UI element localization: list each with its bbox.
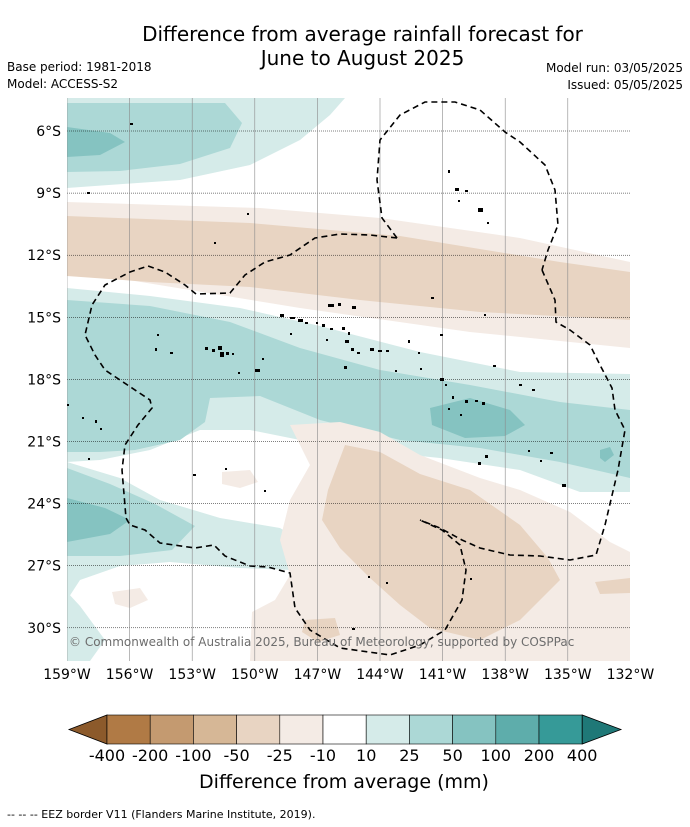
- eez-borders: [84, 101, 626, 656]
- longitude-label: 144°W: [356, 667, 404, 683]
- colorbar-segment: [236, 714, 281, 745]
- latitude-label: 21°S: [27, 435, 61, 451]
- dry-patch-south: [302, 618, 340, 642]
- model-name: Model: ACCESS-S2: [7, 77, 119, 91]
- eez-footnote: -- -- -- EEZ border V11 (Flanders Marine…: [7, 808, 316, 821]
- latitude-label: 24°S: [27, 497, 61, 513]
- map-title: Difference from average rainfall forecas…: [0, 22, 690, 70]
- title-line-2: June to August 2025: [260, 46, 465, 70]
- colorbar-tick-label: -50: [224, 746, 250, 765]
- map-area: © Commonwealth of Australia 2025, Bureau…: [67, 98, 630, 661]
- wet-region-north-inner: [67, 103, 242, 172]
- colorbar-labels: -400 -200 -100 -50 -25 -10 10 25 50 100 200 400: [89, 746, 598, 765]
- copyright-notice: © Commonwealth of Australia 2025, Bureau…: [69, 635, 574, 649]
- colorbar-segment: [495, 714, 540, 745]
- title-line-1: Difference from average rainfall forecas…: [142, 22, 583, 46]
- colorbar-segment: [409, 714, 453, 745]
- colorbar-segment: [365, 714, 410, 745]
- meta-left: Base period: 1981-2018 Model: ACCESS-S2: [7, 59, 152, 93]
- colorbar-tick-label: -10: [310, 746, 336, 765]
- colorbar-segment: [106, 714, 151, 745]
- issued-date: Issued: 05/05/2025: [567, 78, 683, 92]
- colorbar-segment: [279, 714, 324, 745]
- colorbar-segment: [538, 714, 583, 745]
- dry-patch-east: [595, 578, 630, 594]
- latitude-label: 12°S: [27, 248, 61, 264]
- latitude-label: 18°S: [27, 372, 61, 388]
- colorbar-segment: [452, 714, 497, 745]
- rainfall-map: © Commonwealth of Australia 2025, Bureau…: [27, 98, 654, 793]
- latitude-label: 15°S: [27, 310, 61, 326]
- longitude-label: 147°W: [294, 667, 342, 683]
- colorbar-tick-label: 25: [399, 746, 419, 765]
- wet-region-north-core: [67, 127, 125, 157]
- colorbar-segment: [322, 714, 367, 745]
- eez-border-kiribati: [376, 101, 559, 271]
- longitude-label: 138°W: [481, 667, 529, 683]
- colorbar-tick-label: -200: [132, 746, 168, 765]
- wet-region-central-core: [430, 398, 525, 438]
- colorbar-tick-label: 400: [567, 746, 598, 765]
- longitude-label: 135°W: [544, 667, 592, 683]
- colorbar-tick-label: -25: [267, 746, 293, 765]
- wet-region-southwest-core: [67, 498, 130, 542]
- islands: [67, 123, 566, 630]
- latitude-label: 30°S: [27, 621, 61, 637]
- dry-patch-southwest: [112, 588, 148, 608]
- graticule: [67, 98, 630, 661]
- colorbar-title: Difference from average (mm): [199, 771, 489, 793]
- longitude-label: 156°W: [106, 667, 154, 683]
- colorbar-tick-label: 50: [442, 746, 462, 765]
- colorbar-tick-label: 10: [356, 746, 376, 765]
- model-run: Model run: 03/05/2025: [545, 61, 683, 75]
- colorbar: [67, 714, 623, 745]
- colorbar-tick-label: -400: [89, 746, 125, 765]
- wet-region-southwest-corner: [67, 592, 105, 661]
- latitude-label: 6°S: [36, 124, 61, 140]
- colorbar-segment: [149, 714, 194, 745]
- colorbar-extend-high: [581, 714, 623, 745]
- longitude-label: 159°W: [43, 667, 91, 683]
- meta-right: Model run: 03/05/2025 Issued: 05/05/2025: [546, 60, 683, 94]
- longitude-label: 150°W: [231, 667, 279, 683]
- dry-region-north-inner: [67, 216, 630, 320]
- colorbar-tick-label: 200: [524, 746, 555, 765]
- longitude-label: 132°W: [607, 667, 655, 683]
- colorbar-tick-label: 100: [481, 746, 512, 765]
- latitude-label: 27°S: [27, 559, 61, 575]
- colorbar-extend-low: [67, 714, 108, 745]
- latitude-labels: 6°S 9°S 12°S 15°S 18°S 21°S 24°S 27°S 30°S: [27, 124, 61, 637]
- eez-border-cook-islands: [84, 233, 467, 656]
- longitude-label: 153°W: [168, 667, 216, 683]
- colorbar-tick-label: -100: [175, 746, 211, 765]
- latitude-label: 9°S: [36, 186, 61, 202]
- eez-border-french-polynesia: [419, 269, 626, 561]
- colorbar-segment: [193, 714, 237, 745]
- longitude-labels: 159°W 156°W 153°W 150°W 147°W 144°W 141°W 138°W…: [43, 667, 654, 683]
- longitude-label: 141°W: [419, 667, 467, 683]
- dry-patch-small: [462, 550, 478, 562]
- dry-patch-west: [222, 470, 258, 488]
- dry-region-south-inner: [322, 445, 560, 640]
- wet-region-east-core: [600, 447, 614, 462]
- base-period: Base period: 1981-2018: [7, 60, 152, 74]
